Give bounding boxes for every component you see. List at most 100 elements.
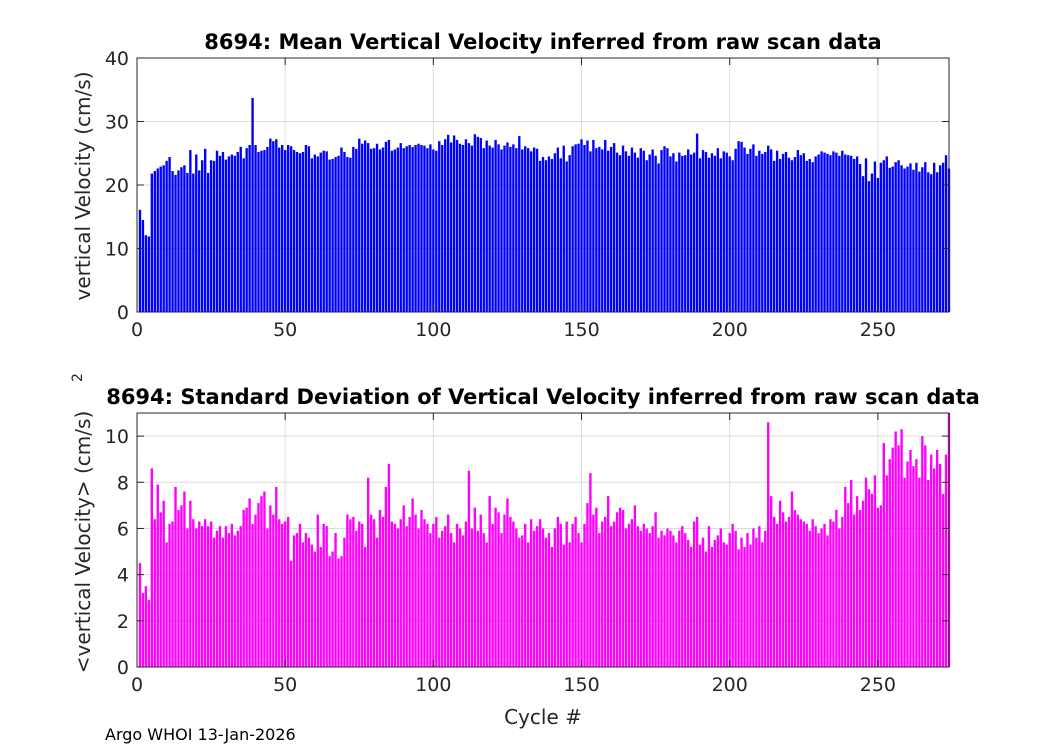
bar <box>485 140 488 312</box>
bar <box>236 151 239 312</box>
bar <box>473 507 477 667</box>
bar <box>372 519 376 667</box>
bar <box>503 514 506 667</box>
bar <box>645 528 648 667</box>
bar <box>695 133 699 312</box>
bar <box>624 151 628 312</box>
bar <box>734 148 737 312</box>
bar <box>778 500 782 667</box>
bar <box>858 509 862 667</box>
bar <box>174 486 177 667</box>
bar <box>375 143 379 312</box>
bar <box>784 151 788 312</box>
bar <box>423 519 426 667</box>
bar <box>275 139 278 312</box>
bar <box>201 526 204 667</box>
bar <box>598 146 601 312</box>
bar <box>438 537 441 667</box>
bar <box>251 523 254 667</box>
bar <box>752 144 755 312</box>
bar <box>761 542 764 667</box>
bar <box>346 514 349 667</box>
bar <box>835 152 838 312</box>
bar <box>932 162 936 312</box>
x-tick-label: 250 <box>860 319 896 341</box>
bar <box>355 148 358 312</box>
bar <box>861 176 865 312</box>
bar <box>497 144 500 312</box>
bar <box>399 519 402 667</box>
bar <box>796 514 800 667</box>
bar <box>669 156 672 312</box>
bar <box>147 236 151 312</box>
bar <box>316 514 319 667</box>
bar <box>716 535 720 667</box>
bar <box>322 523 325 667</box>
bar <box>790 160 794 312</box>
bar <box>915 459 918 667</box>
bar <box>654 155 657 312</box>
bar <box>298 523 302 667</box>
bar <box>630 147 634 312</box>
bar <box>464 521 468 667</box>
bar <box>521 149 524 312</box>
bar <box>737 141 740 312</box>
bar <box>269 138 272 312</box>
bar <box>349 519 352 667</box>
bar <box>589 473 592 667</box>
bar <box>924 445 927 667</box>
bar <box>239 146 242 312</box>
bar <box>144 586 148 667</box>
bar <box>325 151 328 312</box>
bar <box>687 149 690 312</box>
bar <box>941 162 945 312</box>
bar <box>695 516 699 667</box>
bar <box>281 523 284 667</box>
bar <box>808 158 811 312</box>
bar <box>891 447 894 667</box>
bar <box>494 507 497 667</box>
bar <box>710 153 714 312</box>
bar <box>689 546 693 667</box>
bar <box>331 551 334 667</box>
bar <box>858 164 862 312</box>
bar <box>470 528 474 667</box>
bar <box>897 445 900 667</box>
bar <box>239 526 242 667</box>
bar <box>426 148 429 312</box>
bar <box>361 523 364 667</box>
bar <box>526 148 530 312</box>
bar <box>826 153 829 312</box>
y-tick-label: 0 <box>117 657 129 679</box>
bar <box>212 537 216 667</box>
bar <box>944 155 948 312</box>
bar <box>526 542 530 667</box>
bar <box>935 449 939 667</box>
bar <box>731 160 734 312</box>
bar <box>506 142 509 312</box>
bar <box>802 521 805 667</box>
bar <box>470 145 474 312</box>
bar <box>935 172 939 312</box>
bar-series <box>138 98 951 312</box>
bar <box>162 165 165 312</box>
bar <box>307 146 311 312</box>
bar <box>518 136 521 312</box>
bar <box>814 526 817 667</box>
bar <box>761 153 764 312</box>
bar <box>550 158 554 312</box>
bar <box>657 163 660 312</box>
bar <box>304 533 308 667</box>
bar <box>449 533 453 667</box>
bar <box>663 146 666 312</box>
bar <box>879 162 883 312</box>
bar <box>387 463 391 667</box>
bar <box>366 477 370 667</box>
bar <box>189 150 192 312</box>
bar <box>758 150 761 312</box>
bar <box>621 509 625 667</box>
bar <box>206 172 210 312</box>
bar <box>799 519 803 667</box>
bar <box>218 155 222 312</box>
bar <box>639 530 642 667</box>
